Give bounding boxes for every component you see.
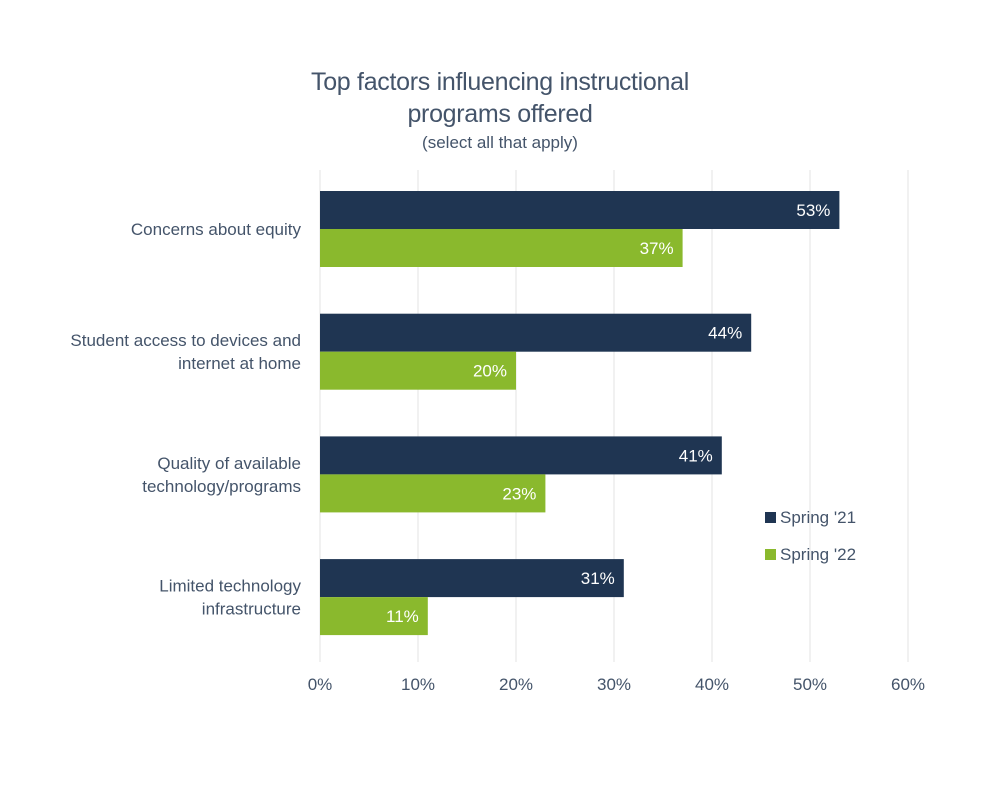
- chart-subtitle: (select all that apply): [422, 133, 578, 152]
- category-label: Quality of available: [157, 454, 301, 473]
- legend-swatch: [765, 512, 776, 523]
- data-label: 53%: [796, 201, 830, 220]
- legend-swatch: [765, 549, 776, 560]
- category-label: infrastructure: [202, 600, 301, 619]
- bar: [320, 597, 428, 636]
- chart-title-line-2: programs offered: [407, 100, 593, 128]
- category-label: internet at home: [178, 354, 301, 373]
- bar: [320, 351, 516, 390]
- data-label: 31%: [581, 569, 615, 588]
- data-label: 23%: [502, 484, 536, 503]
- x-tick-label: 30%: [597, 675, 631, 694]
- x-tick-label: 10%: [401, 675, 435, 694]
- bar: [320, 229, 683, 267]
- bar: [320, 436, 722, 475]
- bar: [320, 559, 624, 598]
- x-tick-label: 0%: [308, 675, 333, 694]
- data-label: 11%: [386, 607, 419, 626]
- category-label: Limited technology: [159, 577, 301, 596]
- data-label: 41%: [679, 446, 713, 465]
- x-tick-label: 20%: [499, 675, 533, 694]
- bar: [320, 474, 546, 513]
- chart-title-line-1: Top factors influencing instructional: [311, 68, 689, 96]
- data-label: 37%: [640, 239, 674, 258]
- x-tick-label: 60%: [891, 675, 925, 694]
- category-label: Student access to devices and: [70, 331, 301, 350]
- data-label: 44%: [708, 324, 742, 343]
- bar: [320, 313, 752, 352]
- category-label: technology/programs: [142, 477, 301, 496]
- category-label: Concerns about equity: [131, 220, 302, 239]
- x-tick-label: 50%: [793, 675, 827, 694]
- bar: [320, 191, 840, 229]
- legend-label: Spring '22: [780, 545, 856, 564]
- data-label: 20%: [473, 362, 507, 381]
- legend-label: Spring '21: [780, 508, 856, 527]
- x-tick-label: 40%: [695, 675, 729, 694]
